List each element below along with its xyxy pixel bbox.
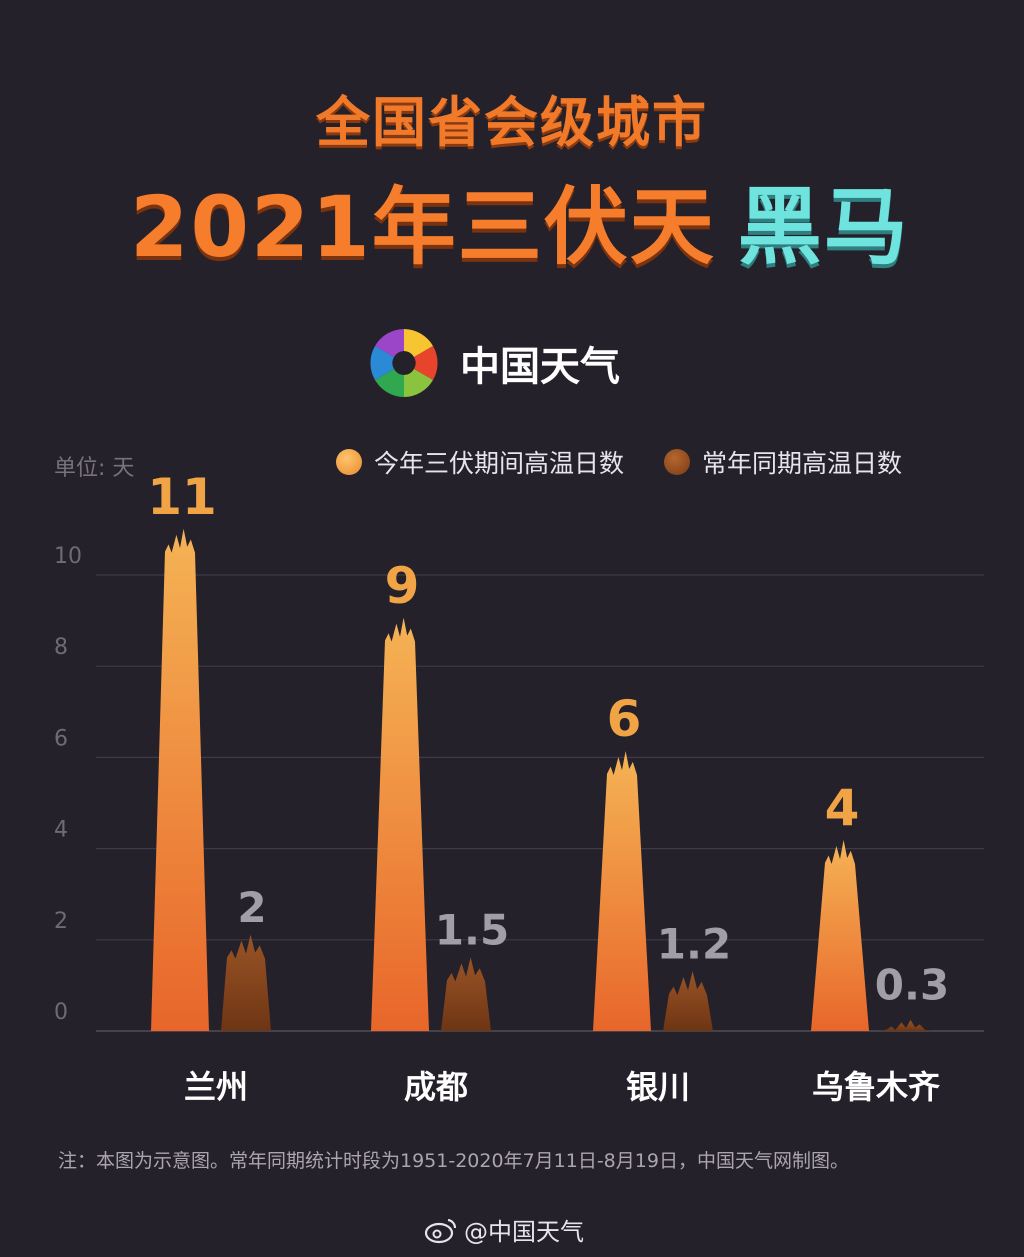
brand-name: 中国天气 bbox=[460, 344, 620, 390]
legend: 今年三伏期间高温日数 常年同期高温日数 bbox=[336, 444, 942, 480]
y-tick-label: 4 bbox=[54, 818, 68, 843]
value-label-current: 11 bbox=[147, 468, 217, 526]
title-highlight: 黑马 bbox=[737, 178, 910, 276]
legend-label-normal: 常年同期高温日数 bbox=[702, 449, 903, 478]
title-main: 2021年三伏天 bbox=[130, 178, 716, 276]
y-tick-label: 0 bbox=[54, 1000, 68, 1025]
bar-current-3 bbox=[811, 839, 869, 1031]
china-weather-swirl-logo-icon bbox=[370, 329, 438, 397]
value-label-normal: 1.2 bbox=[657, 919, 731, 968]
bar-normal-2 bbox=[663, 971, 713, 1031]
y-tick-label: 2 bbox=[54, 909, 68, 934]
bar-normal-0 bbox=[221, 934, 271, 1031]
bar-normal-3 bbox=[881, 1019, 931, 1031]
value-label-current: 9 bbox=[385, 557, 420, 615]
value-label-normal: 2 bbox=[237, 883, 266, 932]
y-tick-label: 10 bbox=[54, 544, 82, 569]
value-label-current: 4 bbox=[825, 779, 860, 837]
legend-label-current: 今年三伏期间高温日数 bbox=[374, 449, 625, 478]
value-label-normal: 1.5 bbox=[435, 906, 509, 955]
legend-swatch-current bbox=[336, 449, 362, 475]
bar-current-1 bbox=[371, 617, 429, 1031]
brand: 中国天气 bbox=[362, 322, 620, 404]
x-category-label: 兰州 bbox=[184, 1068, 248, 1106]
x-category-label: 银川 bbox=[626, 1068, 690, 1106]
y-tick-label: 8 bbox=[54, 635, 68, 660]
weibo-icon bbox=[424, 1218, 457, 1243]
x-category-label: 乌鲁木齐 bbox=[812, 1068, 940, 1106]
title-line2: 2021年三伏天 黑马 bbox=[130, 160, 930, 281]
legend-item-current: 今年三伏期间高温日数 bbox=[336, 444, 624, 480]
title-line1: 全国省会级城市 bbox=[316, 91, 708, 154]
legend-swatch-normal bbox=[664, 449, 691, 475]
weibo-handle: @中国天气 bbox=[464, 1218, 584, 1246]
bar-normal-1 bbox=[441, 957, 491, 1031]
footnote: 注：本图为示意图。常年同期统计时段为1951-2020年7月11日-8月19日，… bbox=[58, 1150, 849, 1172]
value-label-current: 6 bbox=[607, 690, 642, 748]
x-category-label: 成都 bbox=[404, 1068, 468, 1106]
bar-current-0 bbox=[151, 528, 209, 1031]
value-label-normal: 0.3 bbox=[875, 960, 949, 1009]
unit-label: 单位: 天 bbox=[54, 456, 135, 481]
y-tick-label: 6 bbox=[54, 726, 68, 751]
bar-current-2 bbox=[593, 751, 651, 1031]
legend-item-normal: 常年同期高温日数 bbox=[664, 444, 902, 480]
weibo-credit: @中国天气 bbox=[424, 1212, 584, 1247]
